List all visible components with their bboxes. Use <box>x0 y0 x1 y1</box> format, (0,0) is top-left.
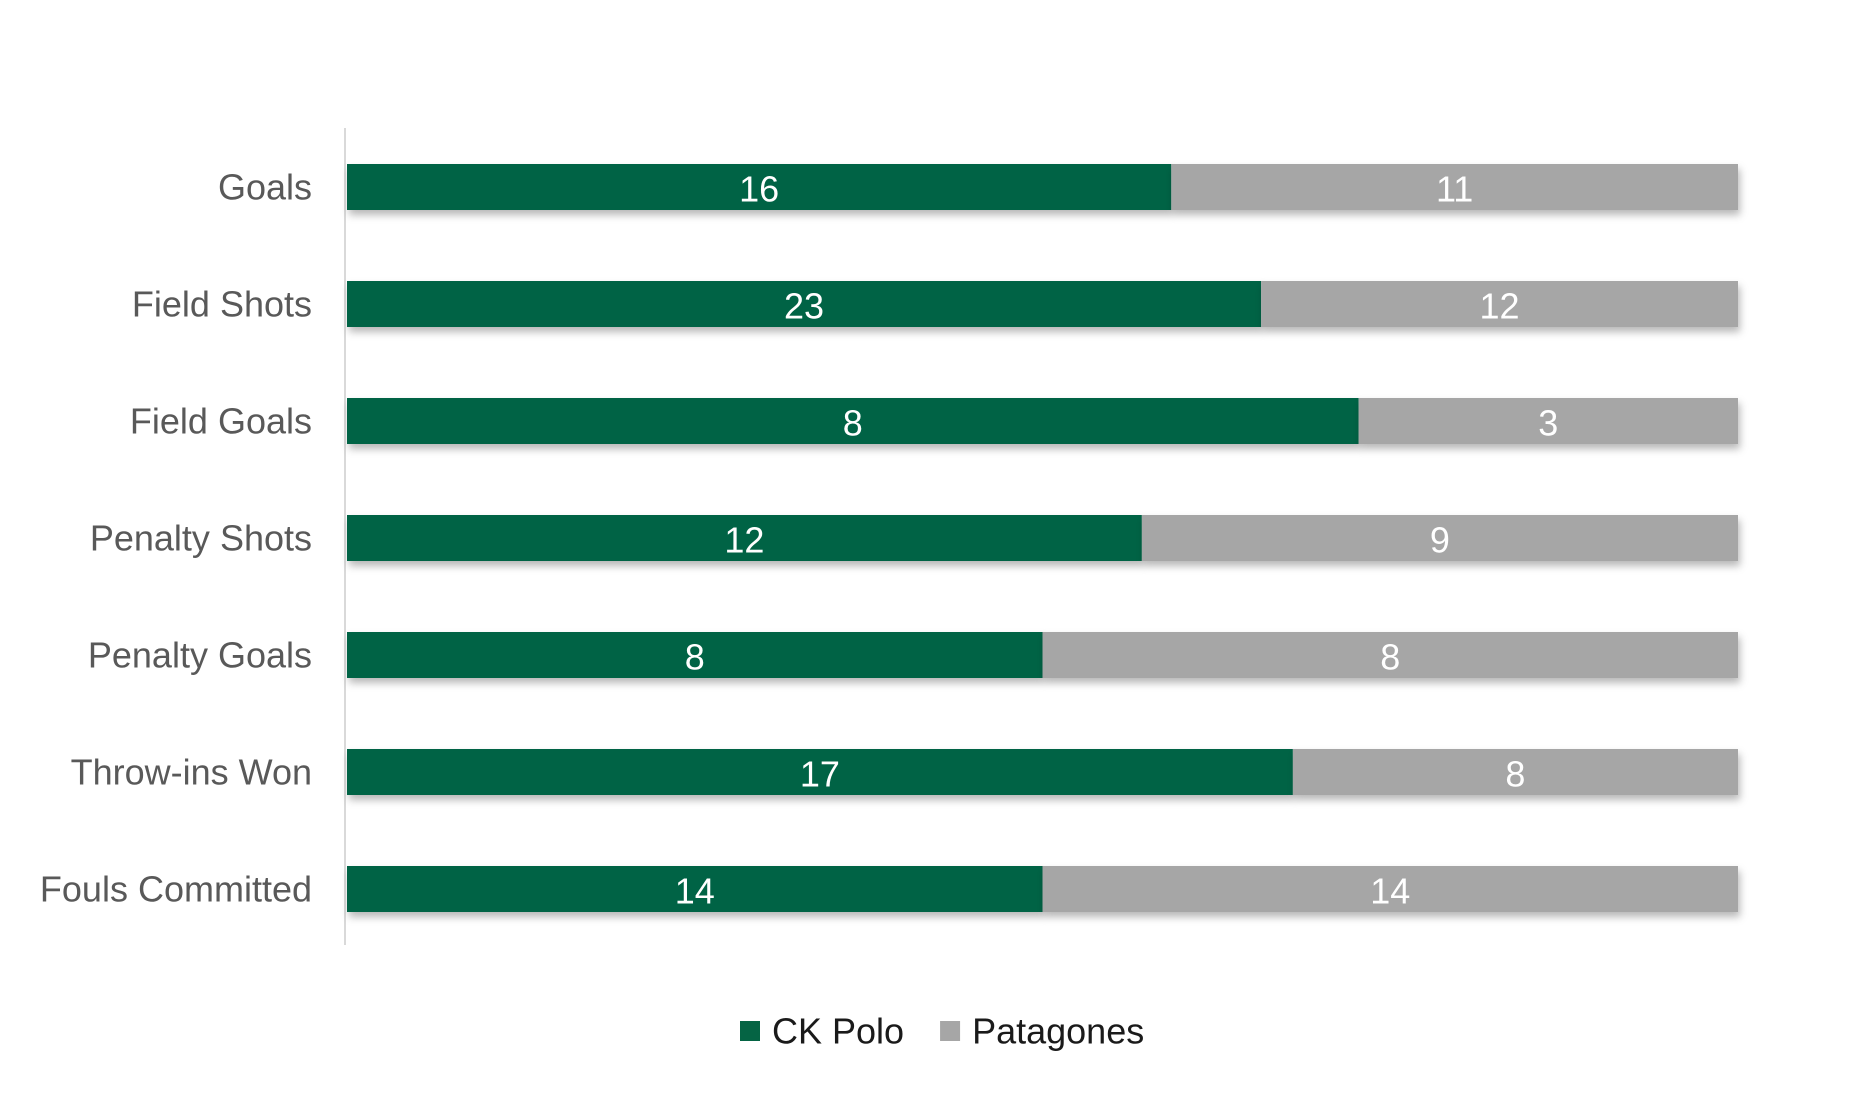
bar-ck-polo-penalty-shots <box>347 515 1142 561</box>
bar-ck-polo-penalty-goals <box>347 632 1043 678</box>
bar-patagones-penalty-goals <box>1042 632 1738 678</box>
category-label-penalty-shots: Penalty Shots <box>90 518 312 559</box>
data-label-patagones-goals: 11 <box>1436 169 1473 210</box>
bar-ck-polo-field-goals <box>347 398 1359 444</box>
category-label-goals: Goals <box>218 167 312 208</box>
data-label-patagones-field-goals: 3 <box>1538 403 1558 444</box>
category-label-field-shots: Field Shots <box>132 284 312 325</box>
legend-label-patagones: Patagones <box>972 1011 1144 1052</box>
category-label-penalty-goals: Penalty Goals <box>88 635 312 676</box>
data-label-ck-polo-throw-ins-won: 17 <box>800 754 840 795</box>
legend-label-ck-polo: CK Polo <box>772 1011 904 1052</box>
data-label-patagones-penalty-goals: 8 <box>1380 637 1400 678</box>
bar-patagones-penalty-shots <box>1141 515 1738 561</box>
data-label-ck-polo-fouls-committed: 14 <box>675 871 715 912</box>
bar-ck-polo-throw-ins-won <box>347 749 1293 795</box>
category-label-fouls-committed: Fouls Committed <box>40 869 312 910</box>
category-label-throw-ins-won: Throw-ins Won <box>71 752 312 793</box>
data-labels: 16 11 23 12 8 3 12 9 8 8 17 8 14 14 <box>675 169 1559 912</box>
data-label-ck-polo-penalty-goals: 8 <box>685 637 705 678</box>
bar-patagones-fouls-committed <box>1042 866 1738 912</box>
bar-ck-polo-fouls-committed <box>347 866 1043 912</box>
legend: CK Polo Patagones <box>740 1011 1144 1052</box>
data-label-patagones-field-shots: 12 <box>1480 286 1520 327</box>
bars <box>347 164 1738 912</box>
bar-ck-polo-field-shots <box>347 281 1262 327</box>
bar-patagones-field-shots <box>1261 281 1738 327</box>
data-label-patagones-fouls-committed: 14 <box>1370 871 1410 912</box>
bar-ck-polo-goals <box>347 164 1172 210</box>
data-label-patagones-throw-ins-won: 8 <box>1505 754 1525 795</box>
legend-swatch-patagones <box>940 1021 961 1041</box>
data-label-patagones-penalty-shots: 9 <box>1430 520 1450 561</box>
category-label-field-goals: Field Goals <box>130 401 312 442</box>
data-label-ck-polo-field-goals: 8 <box>843 403 863 444</box>
data-label-ck-polo-field-shots: 23 <box>784 286 824 327</box>
data-label-ck-polo-penalty-shots: 12 <box>724 520 764 561</box>
bar-patagones-goals <box>1171 164 1738 210</box>
bar-patagones-throw-ins-won <box>1292 749 1738 795</box>
data-label-ck-polo-goals: 16 <box>739 169 779 210</box>
bar-patagones-field-goals <box>1358 398 1738 444</box>
category-labels: Goals Field Shots Field Goals Penalty Shots… <box>40 167 312 910</box>
legend-swatch-ck-polo <box>740 1021 760 1041</box>
